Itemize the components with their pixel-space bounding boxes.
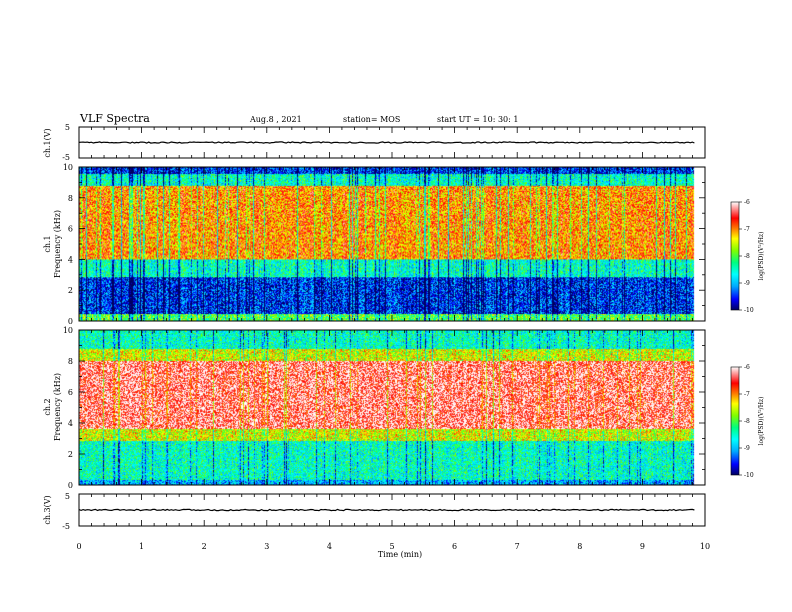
colorbar-tick-label: -7 (744, 391, 750, 398)
freq-tick-label: 4 (68, 255, 73, 264)
ch2-colorbar-ticks: -6 -7 -8 -9 -10 (739, 364, 754, 479)
ch2-colorbar-gradient (731, 367, 739, 475)
time-tick-label: 8 (577, 542, 582, 551)
colorbar-tick-label: -10 (744, 307, 754, 314)
time-tick-label: 3 (264, 542, 269, 551)
figure-title: VLF Spectra (79, 112, 150, 125)
freq-tick-label: 10 (63, 163, 73, 172)
ch1-spectrogram-ylabel-ch: ch.1 (43, 235, 52, 252)
time-tick-label: 5 (389, 542, 394, 551)
ch2-spectrogram-image (79, 330, 705, 485)
ch3-waveform-ylabel: ch.3(V) (43, 495, 52, 524)
freq-tick-label: 2 (68, 286, 73, 295)
ch1-colorbar-ticks: -6 -7 -8 -9 -10 (739, 199, 754, 314)
colorbar-tick-label: -10 (744, 472, 754, 479)
time-tick-label: 10 (700, 542, 710, 551)
ch1-ytick-bottom: -5 (62, 153, 70, 162)
ch1-waveform-ticks (78, 127, 706, 158)
time-axis-ticklabels: 0 1 2 3 4 5 6 7 8 9 10 (76, 542, 710, 551)
time-axis-label: Time (min) (378, 550, 422, 559)
freq-tick-label: 10 (63, 326, 73, 335)
ch1-spectrogram-image (79, 167, 705, 321)
ch2-spectrogram-ticks (78, 330, 706, 485)
colorbar-tick-label: -6 (744, 199, 750, 206)
colorbar-tick-label: -9 (744, 280, 750, 287)
ch1-colorbar-label: log(PSD)(V²/Hz) (758, 232, 765, 281)
ch1-waveform-ylabel: ch.1(V) (43, 128, 52, 157)
ch2-colorbar: -6 -7 -8 -9 -10 log(PSD)(V²/Hz) (730, 364, 765, 479)
ch3-waveform-ticks (78, 494, 706, 526)
time-tick-label: 6 (452, 542, 457, 551)
ch1-spectrogram-ylabel-freq: Frequency (kHz) (53, 210, 62, 278)
freq-tick-label: 6 (68, 225, 73, 234)
ch1-colorbar-gradient (731, 202, 739, 310)
freq-tick-label: 8 (68, 194, 73, 203)
ch3-waveform-line (78, 508, 695, 512)
ch2-spectrogram-ylabel-ch: ch.2 (43, 398, 52, 415)
ch1-ytick-top: 5 (65, 123, 70, 132)
ch2-spectrogram-yticklabels: 0 2 4 6 8 10 (63, 326, 705, 490)
colorbar-tick-label: -7 (744, 226, 750, 233)
station-label: station= MOS (343, 115, 400, 124)
freq-tick-label: 2 (68, 450, 73, 459)
ch3-ytick-top: 5 (65, 492, 70, 501)
ch2-spectrogram-ylabel-freq: Frequency (kHz) (53, 373, 62, 441)
ch1-waveform-line (78, 141, 695, 144)
colorbar-tick-label: -6 (744, 364, 750, 371)
colorbar-tick-label: -8 (744, 253, 750, 260)
freq-tick-label: 8 (68, 357, 73, 366)
ch1-spectrogram-yticklabels: 0 2 4 6 8 10 (63, 163, 705, 326)
freq-tick-label: 4 (68, 419, 73, 428)
ch1-colorbar: -6 -7 -8 -9 -10 log(PSD)(V²/Hz) (730, 199, 765, 314)
time-tick-label: 4 (327, 542, 332, 551)
time-tick-label: 0 (76, 542, 81, 551)
colorbar-tick-label: -9 (744, 445, 750, 452)
start-time-label: start UT = 10: 30: 1 (437, 115, 518, 124)
time-tick-label: 2 (202, 542, 207, 551)
ch1-spectrogram-ticks (78, 167, 706, 321)
colorbar-tick-label: -8 (744, 418, 750, 425)
ch3-waveform-panel: 5 -5 ch.3(V) 0 1 2 3 4 5 6 7 8 9 10 Time (min) (43, 492, 710, 559)
time-tick-label: 7 (515, 542, 520, 551)
freq-tick-label: 0 (68, 481, 73, 490)
freq-tick-label: 6 (68, 388, 73, 397)
ch2-colorbar-label: log(PSD)(V²/Hz) (758, 397, 765, 446)
time-tick-label: 9 (640, 542, 645, 551)
ch2-spectrogram-panel: 0 2 4 6 8 10 ch.2 Frequency (kHz) (43, 326, 706, 490)
ch3-ytick-bottom: -5 (62, 522, 70, 531)
freq-tick-label: 0 (68, 317, 73, 326)
ch1-waveform-panel: 5 -5 ch.1(V) (43, 123, 706, 162)
ch1-spectrogram-panel: 0 2 4 6 8 10 ch.1 Frequency (kHz) (43, 163, 706, 326)
time-tick-label: 1 (139, 542, 144, 551)
date-label: Aug.8 , 2021 (249, 115, 302, 124)
